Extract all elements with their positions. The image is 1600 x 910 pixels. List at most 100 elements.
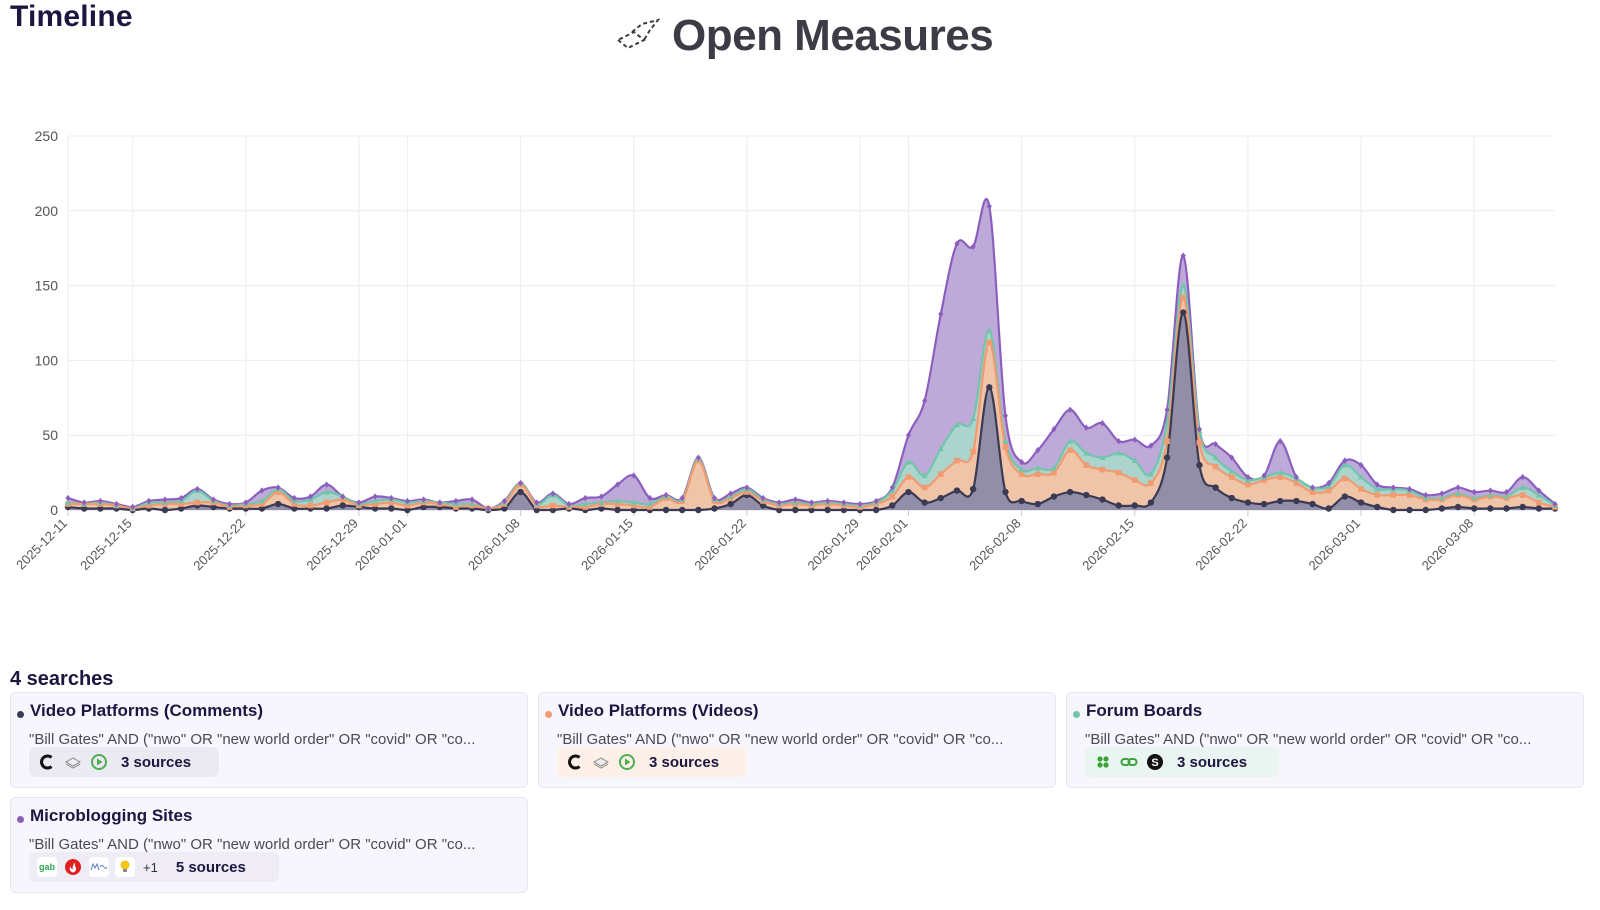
point-marker-comments [937, 494, 945, 502]
brand-name: Open Measures [672, 11, 994, 60]
point-marker-videos [1131, 477, 1138, 483]
point-marker-forum [630, 499, 637, 505]
point-marker-videos [146, 502, 152, 509]
point-marker-videos [323, 499, 330, 506]
x-tick-label: 2026-02-01 [853, 516, 911, 574]
sources-button[interactable]: 3 sources [557, 747, 747, 777]
point-marker-microblogging [679, 494, 685, 502]
sources-button[interactable]: 3 sources [29, 747, 219, 777]
search-card-forum[interactable]: Forum Boards "Bill Gates" AND ("nwo" OR … [1066, 692, 1584, 788]
search-card-videos[interactable]: Video Platforms (Videos) "Bill Gates" AN… [538, 692, 1056, 788]
point-marker-comments [420, 503, 427, 511]
sources-button[interactable]: S 3 sources [1085, 747, 1279, 777]
point-marker-microblogging [1083, 424, 1089, 431]
point-marker-forum [1471, 494, 1478, 501]
point-marker-microblogging [1099, 420, 1106, 427]
point-marker-comments [371, 505, 379, 512]
point-marker-comments [1487, 505, 1494, 512]
bulb-icon [115, 857, 135, 877]
point-marker-videos [307, 502, 314, 509]
point-marker-comments [291, 505, 298, 512]
point-marker-forum [1050, 464, 1057, 471]
search-query: "Bill Gates" AND ("nwo" OR "new world or… [29, 731, 476, 748]
point-marker-comments [792, 506, 799, 514]
y-axis-ticks: 0 50 100 150 200 250 [35, 128, 59, 518]
search-card-title: Video Platforms (Videos) [558, 701, 759, 720]
point-marker-forum [986, 327, 993, 333]
point-marker-forum [1131, 457, 1138, 464]
more-sources-count: +1 [143, 859, 158, 875]
point-marker-forum [905, 458, 912, 465]
point-marker-videos [1309, 489, 1316, 495]
x-tick-label: 2026-02-08 [966, 516, 1024, 574]
point-marker-microblogging [1536, 487, 1542, 494]
point-marker-microblogging [857, 500, 863, 508]
point-marker-forum [937, 445, 944, 452]
point-marker-microblogging [534, 499, 540, 506]
x-tick-label: 2026-01-22 [691, 516, 749, 574]
point-marker-videos [1406, 492, 1413, 498]
x-tick-label: 2026-02-15 [1079, 516, 1137, 574]
svg-text:S: S [1151, 757, 1158, 769]
point-marker-forum [1099, 454, 1106, 461]
point-marker-microblogging [889, 484, 895, 491]
y-tick-label: 150 [35, 278, 59, 294]
point-marker-microblogging [1196, 426, 1203, 433]
point-marker-microblogging [550, 490, 556, 497]
point-marker-comments [388, 505, 395, 512]
point-marker-videos [291, 501, 298, 507]
point-marker-comments [1422, 506, 1429, 514]
x-tick-label: 2026-02-22 [1192, 516, 1250, 574]
point-marker-microblogging [146, 497, 152, 505]
point-marker-comments [986, 384, 993, 391]
point-marker-microblogging [1115, 437, 1122, 445]
point-marker-videos [1002, 444, 1009, 450]
play-icon [617, 752, 637, 772]
point-marker-comments [1293, 497, 1300, 505]
point-marker-videos [1390, 492, 1397, 498]
point-marker-forum [1115, 449, 1122, 456]
point-marker-comments [727, 500, 734, 508]
point-marker-microblogging [291, 494, 297, 502]
point-marker-microblogging [372, 493, 378, 500]
point-marker-microblogging [1132, 436, 1138, 443]
series-color-dot [17, 710, 24, 718]
point-marker-videos [986, 339, 993, 346]
point-marker-comments [533, 506, 540, 514]
point-marker-comments [1115, 502, 1122, 509]
point-marker-comments [1438, 505, 1446, 512]
point-marker-comments [840, 506, 848, 514]
page-title: Timeline [10, 0, 133, 33]
point-marker-microblogging [1487, 487, 1493, 494]
point-marker-videos [1358, 486, 1364, 492]
point-marker-videos [275, 489, 281, 495]
point-marker-videos [1212, 463, 1219, 470]
sources-count: 3 sources [1177, 753, 1248, 771]
flame-icon [63, 857, 83, 877]
point-marker-microblogging [1212, 440, 1219, 448]
point-marker-microblogging [404, 497, 411, 505]
point-marker-microblogging [744, 484, 750, 491]
point-marker-comments [808, 506, 815, 514]
point-marker-microblogging [259, 487, 265, 494]
point-marker-forum [258, 497, 265, 504]
point-marker-microblogging [582, 494, 588, 502]
point-marker-videos [453, 504, 459, 510]
layers-icon [591, 752, 611, 772]
point-marker-videos [1261, 477, 1267, 483]
point-marker-videos [889, 493, 896, 500]
search-card-microblogging[interactable]: Microblogging Sites "Bill Gates" AND ("n… [10, 797, 528, 893]
point-marker-microblogging [1164, 406, 1170, 413]
point-marker-comments [1131, 502, 1138, 509]
sources-button[interactable]: gab +1 5 sources [29, 852, 279, 882]
point-marker-comments [1277, 497, 1284, 505]
point-marker-videos [1051, 469, 1057, 476]
point-marker-forum [1341, 461, 1348, 468]
search-card-comments[interactable]: Video Platforms (Comments) "Bill Gates" … [10, 692, 528, 788]
point-marker-microblogging [1342, 457, 1348, 464]
series-color-dot [545, 710, 552, 718]
point-marker-microblogging [825, 497, 831, 505]
point-marker-microblogging [873, 497, 879, 505]
chart-markers [64, 203, 1559, 514]
point-marker-comments [1470, 505, 1478, 512]
